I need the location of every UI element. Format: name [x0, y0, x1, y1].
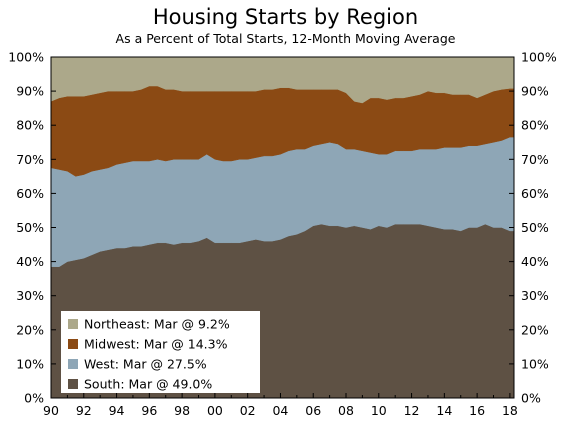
y-tick-label-right: 0% [521, 391, 541, 406]
y-tick-label-left: 80% [16, 118, 44, 133]
x-tick-label: 18 [502, 403, 518, 418]
legend-swatch-south [68, 379, 78, 389]
x-tick-label: 94 [109, 403, 125, 418]
y-tick-label-left: 40% [16, 254, 44, 269]
x-tick-label: 00 [207, 403, 223, 418]
y-tick-label-left: 10% [16, 356, 44, 371]
tick-layer: 0% 0% 10% 10% 20% 20% 30% 30% 40% 40% 50% 50% 60% 60%… [8, 50, 557, 419]
y-tick-label-right: 50% [521, 220, 549, 235]
y-tick-label-right: 60% [521, 186, 549, 201]
legend-label-midwest: Midwest: Mar @ 14.3% [84, 337, 228, 352]
chart-subtitle: As a Percent of Total Starts, 12-Month M… [115, 31, 456, 46]
x-tick-label: 92 [76, 403, 92, 418]
legend-label-south: South: Mar @ 49.0% [84, 377, 212, 392]
y-tick-label-left: 60% [16, 186, 44, 201]
x-tick-label: 12 [404, 403, 420, 418]
x-tick-label: 10 [371, 403, 387, 418]
x-tick-label: 98 [174, 403, 190, 418]
x-tick-label: 08 [338, 403, 354, 418]
y-tick-label-left: 0% [24, 391, 44, 406]
legend-label-northeast: Northeast: Mar @ 9.2% [84, 317, 230, 332]
legend: Northeast: Mar @ 9.2% Midwest: Mar @ 14.3… [61, 311, 260, 393]
x-tick-label: 96 [141, 403, 157, 418]
x-tick-label: 14 [436, 403, 452, 418]
y-tick-label-left: 90% [16, 84, 44, 99]
y-tick-label-right: 20% [521, 322, 549, 337]
y-tick-label-left: 70% [16, 152, 44, 167]
y-tick-label-right: 90% [521, 84, 549, 99]
y-tick-label-left: 50% [16, 220, 44, 235]
legend-swatch-northeast [68, 319, 78, 329]
y-tick-label-right: 10% [521, 356, 549, 371]
legend-swatch-midwest [68, 339, 78, 349]
x-tick-label: 90 [43, 403, 59, 418]
x-tick-label: 02 [240, 403, 256, 418]
y-tick-label-right: 30% [521, 288, 549, 303]
y-tick-label-right: 80% [521, 118, 549, 133]
y-tick-label-left: 30% [16, 288, 44, 303]
legend-box [61, 311, 260, 393]
y-tick-label-left: 20% [16, 322, 44, 337]
legend-label-west: West: Mar @ 27.5% [84, 357, 207, 372]
legend-swatch-west [68, 359, 78, 369]
y-tick-label-right: 100% [521, 50, 557, 65]
x-tick-label: 16 [469, 403, 485, 418]
y-tick-label-left: 100% [8, 50, 44, 65]
y-tick-label-right: 70% [521, 152, 549, 167]
x-tick-label: 06 [305, 403, 321, 418]
y-tick-label-right: 40% [521, 254, 549, 269]
chart-title: Housing Starts by Region [152, 5, 419, 29]
x-tick-label: 04 [272, 403, 288, 418]
